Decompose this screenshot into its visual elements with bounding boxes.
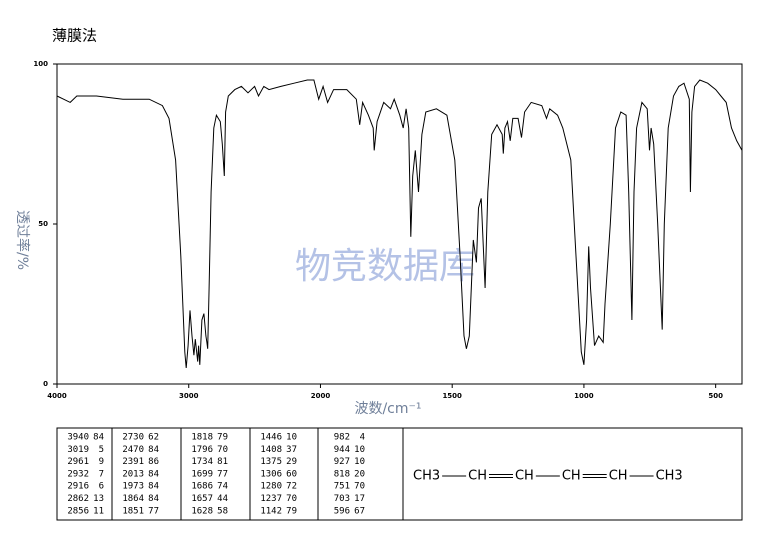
peak-cell: 2013 bbox=[122, 469, 144, 479]
peak-cell: 13 bbox=[93, 494, 104, 504]
peak-cell: 927 bbox=[334, 457, 350, 467]
peak-cell: 9 bbox=[99, 457, 104, 467]
peak-cell: 77 bbox=[148, 506, 159, 516]
peak-cell: 2470 bbox=[122, 445, 144, 455]
peak-cell: 1237 bbox=[260, 494, 282, 504]
peak-cell: 2391 bbox=[122, 457, 144, 467]
peak-cell: 1864 bbox=[122, 494, 144, 504]
peak-cell: 70 bbox=[286, 494, 297, 504]
peak-cell: 79 bbox=[286, 506, 297, 516]
peak-cell: 84 bbox=[148, 469, 159, 479]
peak-cell: 2932 bbox=[67, 469, 89, 479]
y-tick-label: 100 bbox=[33, 60, 48, 68]
peak-cell: 74 bbox=[217, 482, 228, 492]
peak-cell: 20 bbox=[354, 469, 365, 479]
peak-cell: 2916 bbox=[67, 482, 89, 492]
peak-cell: 86 bbox=[148, 457, 159, 467]
x-tick-label: 3000 bbox=[179, 392, 199, 400]
spectrum-line bbox=[56, 79, 743, 369]
peak-cell: 982 bbox=[334, 433, 350, 443]
peak-cell: 818 bbox=[334, 469, 350, 479]
peak-cell: 7 bbox=[99, 469, 104, 479]
peak-cell: 1446 bbox=[260, 433, 282, 443]
y-tick-label: 50 bbox=[38, 220, 48, 228]
peak-cell: 1686 bbox=[191, 482, 213, 492]
peak-cell: 29 bbox=[286, 457, 297, 467]
peak-cell: 6 bbox=[99, 482, 104, 492]
peak-cell: 3019 bbox=[67, 445, 89, 455]
watermark: 物竞数据库 bbox=[295, 246, 475, 287]
peak-cell: 77 bbox=[217, 469, 228, 479]
peak-cell: 1142 bbox=[260, 506, 282, 516]
peak-cell: 11 bbox=[93, 506, 104, 516]
peak-cell: 84 bbox=[148, 482, 159, 492]
peak-cell: 4 bbox=[360, 433, 365, 443]
x-axis-label: 波数/cm⁻¹ bbox=[354, 401, 421, 417]
x-tick-label: 4000 bbox=[47, 392, 67, 400]
peak-cell: 1699 bbox=[191, 469, 213, 479]
x-tick-label: 2000 bbox=[311, 392, 331, 400]
peak-cell: 67 bbox=[354, 506, 365, 516]
structure-group: CH bbox=[468, 469, 487, 484]
peak-cell: 1818 bbox=[191, 433, 213, 443]
peak-cell: 2856 bbox=[67, 506, 89, 516]
peak-cell: 10 bbox=[354, 457, 365, 467]
peak-cell: 60 bbox=[286, 469, 297, 479]
x-tick-label: 500 bbox=[708, 392, 723, 400]
structure-group: CH3 bbox=[413, 469, 440, 484]
x-tick-label: 1000 bbox=[574, 392, 594, 400]
peak-cell: 1306 bbox=[260, 469, 282, 479]
peak-cell: 58 bbox=[217, 506, 228, 516]
peak-cell: 1657 bbox=[191, 494, 213, 504]
peak-cell: 2862 bbox=[67, 494, 89, 504]
peak-cell: 1973 bbox=[122, 482, 144, 492]
x-tick-label: 1500 bbox=[442, 392, 462, 400]
peak-cell: 1734 bbox=[191, 457, 213, 467]
plot-frame bbox=[56, 63, 743, 385]
peak-table-frame bbox=[56, 427, 743, 521]
structure-group: CH bbox=[562, 469, 581, 484]
chart-title: 薄膜法 bbox=[52, 27, 97, 45]
peak-cell: 2730 bbox=[122, 433, 144, 443]
peak-cell: 81 bbox=[217, 457, 228, 467]
peak-cell: 72 bbox=[286, 482, 297, 492]
peak-cell: 596 bbox=[334, 506, 350, 516]
peak-cell: 84 bbox=[148, 494, 159, 504]
peak-cell: 62 bbox=[148, 433, 159, 443]
peak-cell: 1628 bbox=[191, 506, 213, 516]
peak-cell: 44 bbox=[217, 494, 228, 504]
peak-cell: 2961 bbox=[67, 457, 89, 467]
peak-cell: 1796 bbox=[191, 445, 213, 455]
structure-group: CH bbox=[609, 469, 628, 484]
peak-cell: 37 bbox=[286, 445, 297, 455]
y-tick-label: 0 bbox=[43, 380, 48, 388]
peak-cell: 3940 bbox=[67, 433, 89, 443]
structure-group: CH bbox=[515, 469, 534, 484]
peak-cell: 1408 bbox=[260, 445, 282, 455]
peak-cell: 1851 bbox=[122, 506, 144, 516]
peak-cell: 944 bbox=[334, 445, 350, 455]
peak-cell: 79 bbox=[217, 433, 228, 443]
structure-group: CH3 bbox=[656, 469, 683, 484]
y-axis-label: 透过率/% bbox=[14, 210, 31, 270]
peak-cell: 10 bbox=[286, 433, 297, 443]
peak-cell: 1280 bbox=[260, 482, 282, 492]
peak-cell: 84 bbox=[148, 445, 159, 455]
peak-cell: 1375 bbox=[260, 457, 282, 467]
peak-cell: 10 bbox=[354, 445, 365, 455]
peak-cell: 5 bbox=[99, 445, 104, 455]
peak-cell: 84 bbox=[93, 433, 104, 443]
peak-cell: 703 bbox=[334, 494, 350, 504]
peak-cell: 70 bbox=[217, 445, 228, 455]
peak-cell: 70 bbox=[354, 482, 365, 492]
peak-cell: 751 bbox=[334, 482, 350, 492]
peak-cell: 17 bbox=[354, 494, 365, 504]
